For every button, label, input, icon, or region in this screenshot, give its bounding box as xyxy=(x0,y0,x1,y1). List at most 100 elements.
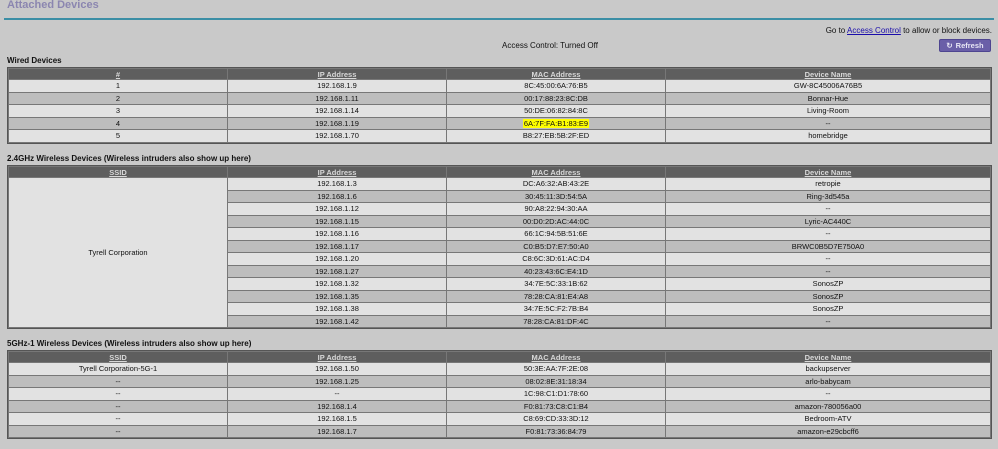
ip-cell: 192.168.1.38 xyxy=(228,303,446,315)
mac-cell: 78:28:CA:81:E4:A8 xyxy=(447,290,665,302)
table-row: 192.168.1.20 C8:6C:3D:61:AC:D4 -- xyxy=(9,253,990,265)
table-row: -- 192.168.1.25 08:02:8E:31:18:34 arlo-baby… xyxy=(9,375,990,387)
wifi24-devices-table: SSID IP Address MAC Address Device Name Tyr… xyxy=(7,165,992,329)
ip-cell: 192.168.1.9 xyxy=(228,80,446,92)
column-header-ssid[interactable]: SSID xyxy=(9,167,227,177)
table-row: 192.168.1.38 34:7E:5C:F2:7B:B4 SonosZP xyxy=(9,303,990,315)
device-name-cell: -- xyxy=(666,228,990,240)
highlighted-mac: 6A:7F:FA:B1:83:E9 xyxy=(522,118,590,128)
mac-cell: C8:69:CD:33:3D:12 xyxy=(447,413,665,425)
ip-cell: 192.168.1.4 xyxy=(228,400,446,412)
mac-cell: 8C:45:00:6A:76:B5 xyxy=(447,80,665,92)
mac-cell: DC:A6:32:AB:43:2E xyxy=(447,178,665,190)
mac-cell: 30:45:11:3D:54:5A xyxy=(447,190,665,202)
mac-cell: 08:02:8E:31:18:34 xyxy=(447,375,665,387)
ip-cell: 192.168.1.12 xyxy=(228,203,446,215)
table-row: Tyrell Corporation-5G-1 192.168.1.50 50:3E… xyxy=(9,363,990,375)
device-name-cell: Bedroom-ATV xyxy=(666,413,990,425)
hint-prefix: Go to xyxy=(825,26,848,35)
column-header-ip-address[interactable]: IP Address xyxy=(228,167,446,177)
table-row: 192.168.1.27 40:23:43:6C:E4:1D -- xyxy=(9,265,990,277)
index-cell: 2 xyxy=(9,92,227,104)
access-control-link[interactable]: Access Control xyxy=(847,26,901,35)
mac-cell: 00:D0:2D:AC:44:0C xyxy=(447,215,665,227)
table-row: 192.168.1.6 30:45:11:3D:54:5A Ring-3d545a xyxy=(9,190,990,202)
device-name-cell: backupserver xyxy=(666,363,990,375)
device-name-cell: SonosZP xyxy=(666,290,990,302)
device-name-cell: amazon-780056a00 xyxy=(666,400,990,412)
mac-cell: 78:28:CA:81:DF:4C xyxy=(447,315,665,327)
ssid-cell: -- xyxy=(9,425,227,437)
table-row: 192.168.1.42 78:28:CA:81:DF:4C -- xyxy=(9,315,990,327)
column-header-device-name[interactable]: Device Name xyxy=(666,167,990,177)
device-name-cell: retropie xyxy=(666,178,990,190)
ip-cell: 192.168.1.32 xyxy=(228,278,446,290)
ssid-cell: -- xyxy=(9,400,227,412)
ip-cell: 192.168.1.70 xyxy=(228,130,446,142)
index-cell: 1 xyxy=(9,80,227,92)
device-name-cell: Living-Room xyxy=(666,105,990,117)
ssid-cell: -- xyxy=(9,388,227,400)
ip-cell: 192.168.1.17 xyxy=(228,240,446,252)
table-row: Tyrell Corporation 192.168.1.3 DC:A6:32:AB… xyxy=(9,178,990,327)
hint-suffix: to allow or block devices. xyxy=(900,26,992,35)
access-control-hint: Go to Access Control to allow or block d… xyxy=(826,26,992,35)
ip-cell: 192.168.1.15 xyxy=(228,215,446,227)
column-header-[interactable]: # xyxy=(9,69,227,79)
device-name-cell: -- xyxy=(666,315,990,327)
device-name-cell: Ring-3d545a xyxy=(666,190,990,202)
device-name-cell: BRWC0B5D7E750A0 xyxy=(666,240,990,252)
title-divider xyxy=(4,18,994,20)
mac-cell: 50:DE:06:82:84:8C xyxy=(447,105,665,117)
table-row: 5 192.168.1.70 B8:27:EB:5B:2F:ED homebridge xyxy=(9,130,990,142)
column-header-ssid[interactable]: SSID xyxy=(9,352,227,362)
device-name-cell: -- xyxy=(666,265,990,277)
table-row: 192.168.1.16 66:1C:94:5B:51:6E -- xyxy=(9,228,990,240)
ip-cell: 192.168.1.35 xyxy=(228,290,446,302)
mac-cell: 6A:7F:FA:B1:83:E9 xyxy=(447,117,665,129)
wifi5-devices-table: SSID IP Address MAC Address Device Name Tyr… xyxy=(7,350,992,439)
mac-cell: 1C:98:C1:D1:78:60 xyxy=(447,388,665,400)
table-row: -- 192.168.1.5 C8:69:CD:33:3D:12 Bedroom-AT… xyxy=(9,413,990,425)
ip-cell: 192.168.1.50 xyxy=(228,363,446,375)
device-name-cell: Lyric-AC440C xyxy=(666,215,990,227)
table-row: 4 192.168.1.19 6A:7F:FA:B1:83:E9 -- xyxy=(9,117,990,129)
ip-cell: 192.168.1.25 xyxy=(228,375,446,387)
device-name-cell: GW-8C45006A76B5 xyxy=(666,80,990,92)
table-row: -- 192.168.1.7 F0:81:73:36:84:79 amazon-e29… xyxy=(9,425,990,437)
ssid-cell: Tyrell Corporation-5G-1 xyxy=(9,363,227,375)
refresh-icon: ↻ xyxy=(946,41,953,50)
column-header-ip-address[interactable]: IP Address xyxy=(228,69,446,79)
mac-cell: 00:17:88:23:8C:DB xyxy=(447,92,665,104)
device-name-cell: homebridge xyxy=(666,130,990,142)
wifi5-devices-heading: 5GHz-1 Wireless Devices (Wireless intrud… xyxy=(7,339,252,348)
table-row: 1 192.168.1.9 8C:45:00:6A:76:B5 GW-8C45006A… xyxy=(9,80,990,92)
ip-cell: 192.168.1.20 xyxy=(228,253,446,265)
header-row: SSID IP Address MAC Address Device Name xyxy=(9,167,990,177)
index-cell: 4 xyxy=(9,117,227,129)
column-header-ip-address[interactable]: IP Address xyxy=(228,352,446,362)
mac-cell: 50:3E:AA:7F:2E:08 xyxy=(447,363,665,375)
ssid-cell: Tyrell Corporation xyxy=(9,178,227,327)
table-row: 2 192.168.1.11 00:17:88:23:8C:DB Bonnar-Hue xyxy=(9,92,990,104)
column-header-mac-address[interactable]: MAC Address xyxy=(447,167,665,177)
table-row: 192.168.1.35 78:28:CA:81:E4:A8 SonosZP xyxy=(9,290,990,302)
device-name-cell: Bonnar-Hue xyxy=(666,92,990,104)
refresh-label: Refresh xyxy=(955,41,984,50)
index-cell: 5 xyxy=(9,130,227,142)
ip-cell: 192.168.1.27 xyxy=(228,265,446,277)
ip-cell: 192.168.1.19 xyxy=(228,117,446,129)
column-header-device-name[interactable]: Device Name xyxy=(666,69,990,79)
mac-cell: 34:7E:5C:F2:7B:B4 xyxy=(447,303,665,315)
mac-cell: C8:6C:3D:61:AC:D4 xyxy=(447,253,665,265)
column-header-mac-address[interactable]: MAC Address xyxy=(447,352,665,362)
mac-cell: F0:81:73:C8:C1:B4 xyxy=(447,400,665,412)
index-cell: 3 xyxy=(9,105,227,117)
device-name-cell: -- xyxy=(666,117,990,129)
device-name-cell: amazon-e29cbcff6 xyxy=(666,425,990,437)
refresh-button[interactable]: ↻ Refresh xyxy=(939,39,991,52)
ssid-cell: -- xyxy=(9,413,227,425)
column-header-device-name[interactable]: Device Name xyxy=(666,352,990,362)
column-header-mac-address[interactable]: MAC Address xyxy=(447,69,665,79)
ip-cell: 192.168.1.14 xyxy=(228,105,446,117)
